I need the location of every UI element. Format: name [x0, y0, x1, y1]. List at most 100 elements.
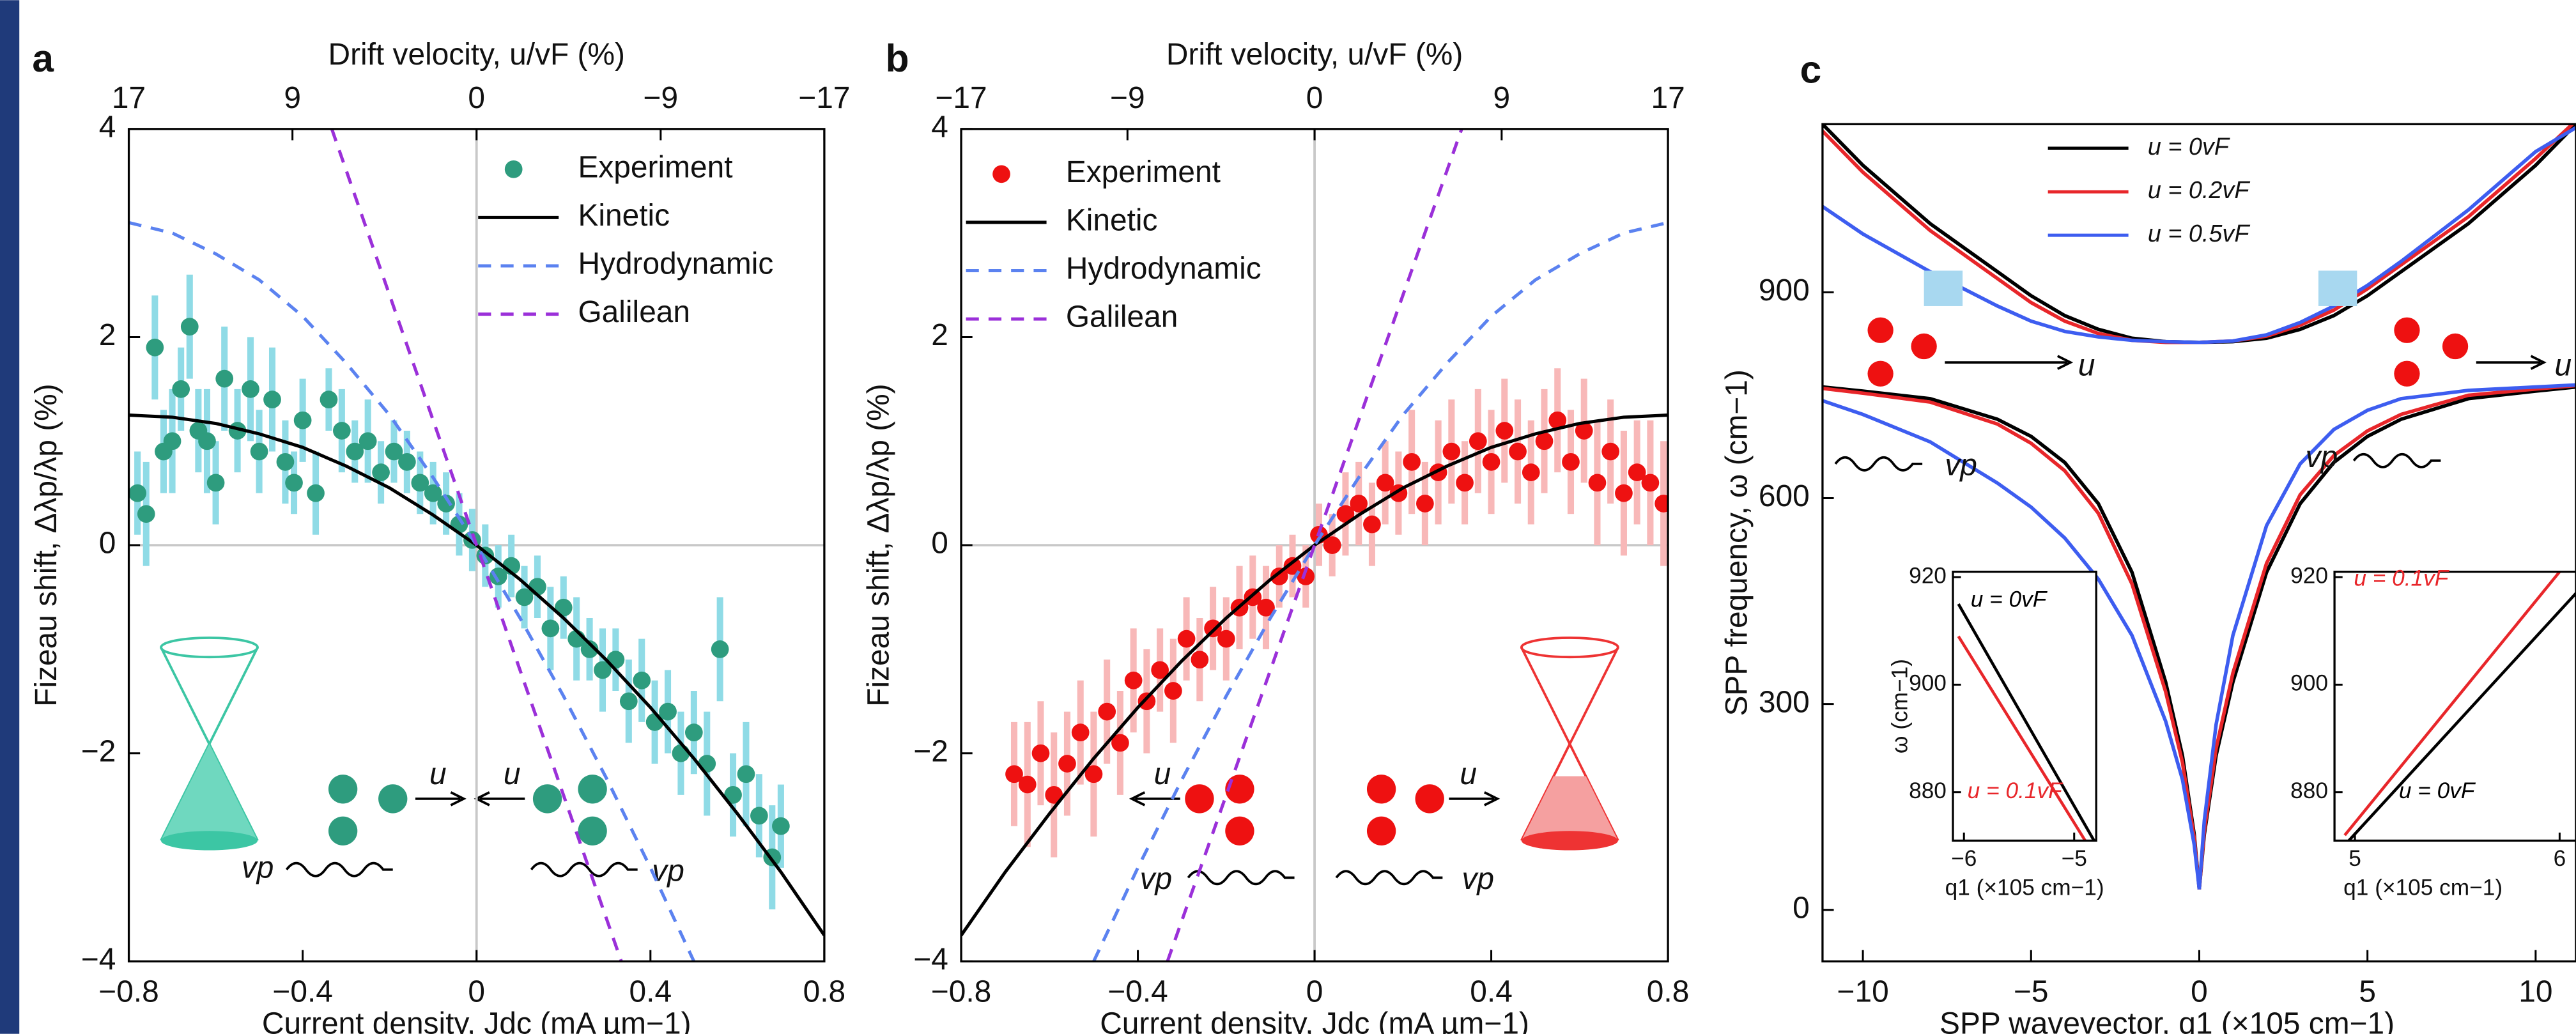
- data-point: [684, 723, 703, 742]
- data-point: [385, 442, 403, 461]
- x-axis-label: q1 (×105 cm−1): [2343, 875, 2503, 900]
- line: [2343, 571, 2561, 837]
- data-point: [1084, 765, 1103, 783]
- panel: −10 −5 0 5 10 0 300 600 900 SPP wavevector, q1 (×…: [1720, 48, 2576, 1034]
- annotation: u: [1460, 757, 1477, 791]
- data-point: [1283, 557, 1302, 575]
- data-point: [1403, 452, 1421, 471]
- x-axis-label: SPP wavevector, q1 (×105 cm−1): [1940, 1007, 2395, 1034]
- data-point: [1071, 723, 1090, 742]
- y-tick-label: 900: [1909, 671, 1947, 696]
- data-point: [1005, 765, 1023, 783]
- annotation: u: [504, 757, 521, 791]
- y-tick-label: −2: [913, 734, 948, 768]
- x-tick-label: −6: [1951, 846, 1977, 871]
- arrows: [285, 791, 638, 877]
- data-point: [215, 369, 234, 388]
- legend-label: u = 0.2vF: [2148, 177, 2250, 204]
- legend-label: Experiment: [1066, 155, 1221, 189]
- data-point: [398, 452, 416, 471]
- line: [1822, 383, 2576, 890]
- line: [1957, 635, 2086, 841]
- data-point: [1350, 495, 1368, 513]
- x2-tick-label: −9: [1110, 81, 1145, 115]
- x-axis-label: q1 (×105 cm−1): [1945, 875, 2104, 900]
- x-tick-label: 0: [1306, 975, 1323, 1008]
- data-point: [1151, 661, 1169, 679]
- x-tick-label: −0.4: [1107, 975, 1168, 1008]
- legend-marker: [992, 165, 1010, 183]
- legend-label: u = 0.5vF: [2148, 220, 2250, 247]
- data-point: [333, 422, 351, 440]
- y-tick-label: 900: [1759, 274, 1810, 307]
- data-point: [515, 588, 534, 606]
- x2-tick-label: 0: [1306, 81, 1323, 115]
- x-tick-label: −0.4: [272, 975, 332, 1008]
- data-point: [659, 702, 677, 721]
- line-label: u = 0vF: [2399, 778, 2476, 803]
- data-point: [437, 495, 455, 513]
- data-point: [1297, 567, 1315, 585]
- annotation: u: [2555, 348, 2572, 382]
- plot-area: [1822, 124, 2576, 890]
- data-point: [619, 692, 638, 711]
- data-point: [172, 380, 190, 398]
- panel-letter: a: [32, 36, 54, 80]
- data-point: [1045, 785, 1063, 804]
- frame: [960, 128, 1669, 962]
- y-tick-label: −4: [913, 943, 948, 976]
- data-point: [263, 390, 281, 409]
- x-tick-label: 6: [2554, 846, 2566, 871]
- line: [1166, 128, 1463, 962]
- data-point: [580, 640, 599, 658]
- data-point: [1270, 567, 1288, 585]
- y-tick-label: 2: [99, 318, 116, 352]
- data-point: [1456, 474, 1474, 492]
- inset-background: [1953, 571, 2097, 841]
- data-point: [128, 484, 147, 502]
- charts: −0.8 −0.4 0 0.4 0.8 17 9 0 −9 −17 Drift velocity, …: [29, 36, 2576, 1034]
- x-tick-label: 0.4: [1470, 975, 1513, 1008]
- line-label: u = 0.1vF: [1968, 778, 2063, 803]
- line: [961, 413, 1669, 937]
- carriers: [1867, 317, 2469, 387]
- x-axis-label: Current density, Jdc (mA µm−1): [1100, 1007, 1529, 1034]
- line: [128, 220, 696, 962]
- annotation: vp: [242, 851, 274, 884]
- x2-tick-label: −17: [798, 81, 850, 115]
- x-tick-label: 0: [468, 975, 485, 1008]
- data-point: [372, 463, 390, 481]
- legend-label: Galilean: [578, 295, 690, 329]
- data-point: [1164, 682, 1182, 700]
- data-point: [1376, 474, 1394, 492]
- line-label: u = 0.1vF: [2354, 566, 2449, 591]
- data-point: [346, 442, 364, 461]
- annotation: u: [429, 757, 447, 791]
- panel: −0.8 −0.4 0 0.4 0.8 −17 −9 0 9 17 Drift velocity, …: [862, 36, 1690, 1034]
- x-tick-label: −10: [1837, 975, 1889, 1008]
- data-point: [633, 671, 651, 690]
- data-point: [1615, 484, 1633, 502]
- annotation: vp: [1945, 449, 1977, 482]
- data-point: [1601, 442, 1620, 461]
- dirac-cone-base: [160, 831, 258, 851]
- y-tick-label: 4: [99, 110, 116, 144]
- x-tick-label: 0: [2191, 975, 2208, 1008]
- data-point: [1482, 452, 1500, 471]
- legend-label: Galilean: [1066, 300, 1178, 334]
- data-point: [711, 640, 729, 658]
- data-point: [180, 318, 199, 336]
- data-point: [163, 432, 181, 451]
- data-point: [359, 432, 377, 451]
- frame: [1821, 123, 2576, 962]
- icons-a: [160, 637, 638, 877]
- panel-letter: b: [886, 36, 909, 80]
- x2-tick-label: 0: [468, 81, 485, 115]
- legend-label: Kinetic: [1066, 204, 1158, 238]
- data-point: [1363, 515, 1381, 534]
- x-tick-label: −0.8: [98, 975, 158, 1008]
- line: [330, 128, 623, 962]
- panel: −0.8 −0.4 0 0.4 0.8 17 9 0 −9 −17 Drift velocity, …: [29, 36, 850, 1034]
